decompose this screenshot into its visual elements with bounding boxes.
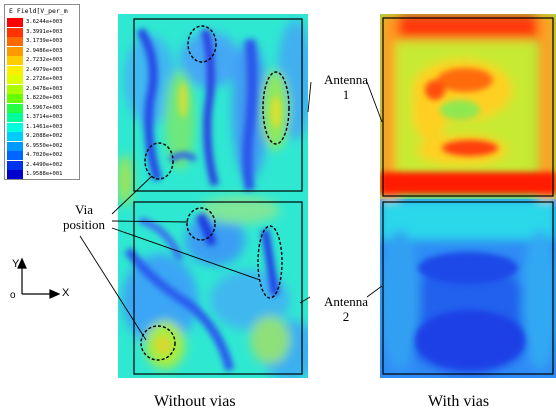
legend-value: 1.5967e+003 <box>26 104 63 111</box>
legend-value: 2.4979e+003 <box>26 66 63 73</box>
legend-value: 1.8220e+003 <box>26 95 63 101</box>
legend-row: 2.0478e+003 <box>7 84 77 94</box>
antenna-2-label: Antenna 2 <box>318 294 374 324</box>
legend-row: 1.5967e+003 <box>7 103 77 113</box>
antenna-2-label-line2: 2 <box>342 309 350 324</box>
legend-value: 4.7020e+002 <box>26 152 63 158</box>
legend-swatch <box>7 122 23 132</box>
legend-swatch <box>7 132 23 142</box>
legend-title: E Field[V_per_m <box>9 7 68 15</box>
legend-value: 2.2726e+003 <box>26 76 63 82</box>
legend-value: 3.3991e+003 <box>26 28 63 35</box>
legend-swatch <box>7 56 23 66</box>
antenna1-leader-left <box>307 81 312 113</box>
legend-row: 3.1739e+003 <box>7 37 77 47</box>
origin-label: o <box>10 290 16 301</box>
legend-value: 1.1461e+003 <box>26 123 63 130</box>
antenna-1-label: Antenna 1 <box>318 72 374 102</box>
legend-row: 4.7020e+002 <box>7 151 77 161</box>
legend-swatch <box>7 46 23 56</box>
legend-swatch <box>7 113 23 123</box>
legend-row: 3.3991e+003 <box>7 27 77 37</box>
legend-swatch <box>7 37 23 47</box>
legend-swatch <box>7 160 23 170</box>
caption-with-vias: With vias <box>428 393 490 410</box>
axis-indicator <box>17 257 61 299</box>
legend-swatch <box>7 170 23 180</box>
via-position-label: Via position <box>56 202 112 232</box>
legend-swatch <box>7 151 23 161</box>
field-map-without-vias <box>118 14 308 378</box>
legend-value: 2.7232e+003 <box>26 57 63 63</box>
antenna-1-label-line2: 1 <box>342 87 350 102</box>
legend-swatch <box>7 141 23 151</box>
legend-row: 1.3714e+003 <box>7 113 77 123</box>
legend-swatch <box>7 84 23 94</box>
legend-value: 2.0478e+003 <box>26 85 63 92</box>
legend-value: 1.3714e+003 <box>26 114 63 120</box>
field-map-with-vias <box>380 14 556 378</box>
via-label-line2: position <box>63 217 105 232</box>
legend-value: 3.1739e+003 <box>26 38 63 44</box>
legend-swatch <box>7 94 23 104</box>
legend-value: 9.2088e+002 <box>26 133 63 139</box>
legend-value: 6.9550e+002 <box>26 142 63 149</box>
via-label-line1: Via <box>75 202 93 217</box>
legend-row: 2.2726e+003 <box>7 75 77 85</box>
legend-row: 2.4979e+003 <box>7 65 77 75</box>
antenna1-leader-right <box>366 81 383 123</box>
antenna-1-label-line1: Antenna <box>323 72 369 87</box>
legend-value: 2.9486e+003 <box>26 47 63 54</box>
legend-row: 2.9486e+003 <box>7 46 77 56</box>
legend-value: 1.9588e+001 <box>26 171 63 177</box>
y-axis-label: Y <box>12 258 20 270</box>
legend-row: 1.8220e+003 <box>7 94 77 104</box>
legend-row: 2.7232e+003 <box>7 56 77 66</box>
legend-row: 1.1461e+003 <box>7 122 77 132</box>
legend-swatch <box>7 75 23 85</box>
legend-swatch <box>7 18 23 28</box>
legend-swatch <box>7 27 23 37</box>
legend-swatch <box>7 103 23 113</box>
legend-row: 3.6244e+003 <box>7 18 77 28</box>
legend-row: 1.9588e+001 <box>7 170 77 180</box>
x-axis-label: X <box>62 287 70 299</box>
legend-swatch <box>7 65 23 75</box>
legend-value: 2.4490e+002 <box>26 161 63 168</box>
legend-row: 9.2088e+002 <box>7 132 77 142</box>
caption-without-vias: Without vias <box>154 393 236 410</box>
legend-row: 6.9550e+002 <box>7 141 77 151</box>
color-legend: E Field[V_per_m 3.6244e+003 3.3991e+003 3.… <box>4 4 80 180</box>
legend-row: 2.4490e+002 <box>7 160 77 170</box>
antenna-2-label-line1: Antenna <box>323 294 369 309</box>
legend-value: 3.6244e+003 <box>26 19 63 25</box>
